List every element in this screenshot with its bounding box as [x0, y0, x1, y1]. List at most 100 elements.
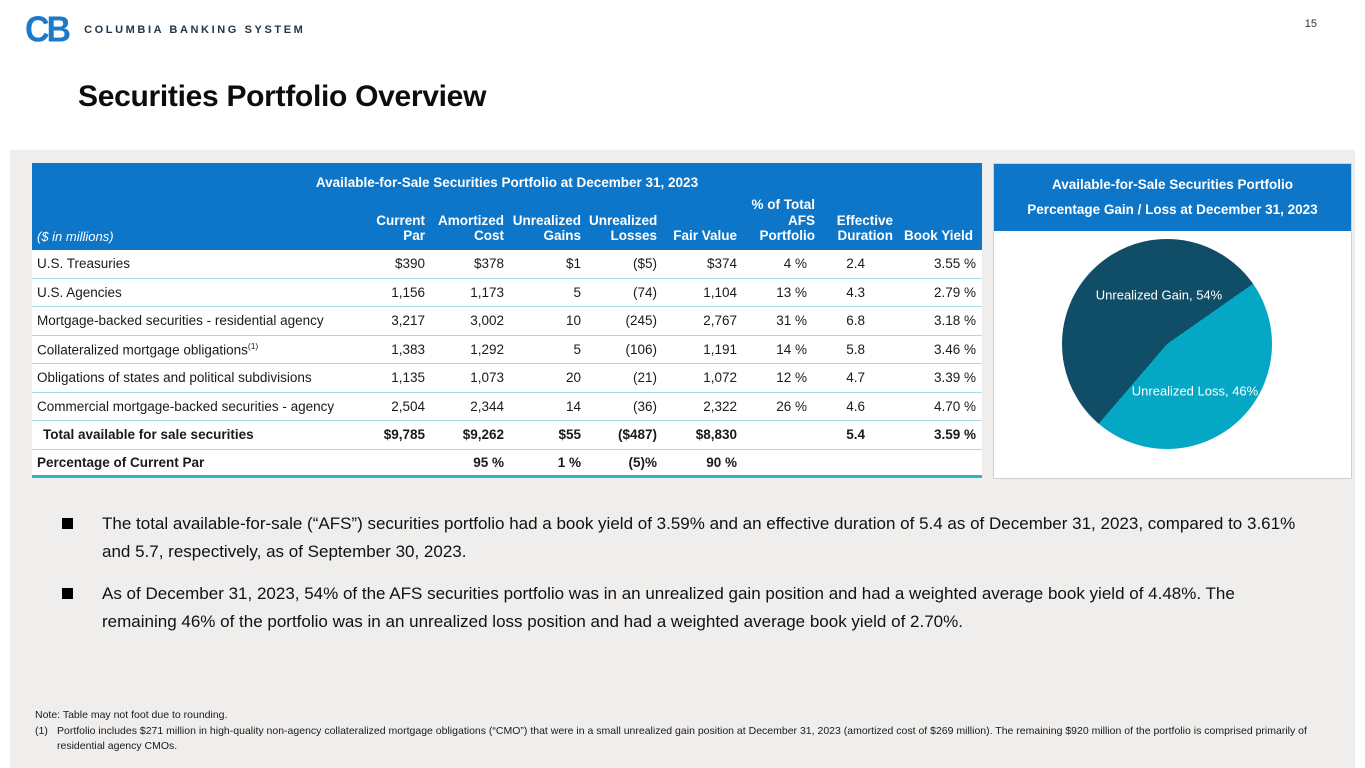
footnotes: Note: Table may not foot due to rounding… — [35, 708, 1325, 754]
table-cell: 3,217 — [391, 313, 425, 329]
table-cell: (106) — [625, 341, 657, 357]
table-cell: 2,767 — [703, 313, 737, 329]
table-cell: 31 % — [776, 313, 807, 329]
table-cell: 4 % — [783, 256, 807, 272]
table-cell: 1,135 — [391, 370, 425, 386]
table-cell: 3.18 % — [933, 313, 976, 329]
table-cell: (74) — [632, 284, 657, 300]
table-cell: 3.46 % — [933, 341, 976, 357]
table-cell: 4.7 — [846, 370, 865, 386]
table-cell: 3.55 % — [933, 256, 976, 272]
table-cell: 95 % — [473, 454, 504, 470]
row-label: Total available for sale securities — [43, 427, 254, 443]
table-cell: (36) — [632, 398, 657, 414]
table-cell: $378 — [473, 256, 504, 272]
table-cell: 5 — [573, 341, 581, 357]
row-label: Collateralized mortgage obligations(1) — [37, 341, 259, 358]
logo: CB COLUMBIA BANKING SYSTEM — [25, 10, 305, 50]
column-header: Unrealized Losses — [589, 212, 658, 244]
table-cell: $374 — [706, 256, 737, 272]
row-label: Commercial mortgage-backed securities - … — [37, 398, 335, 414]
table-cell: 1,292 — [470, 341, 504, 357]
table-body: U.S. Treasuries $390 $378 $1 ($5) $374 4 % 2.4 3… — [32, 250, 982, 478]
table-cell: ($487) — [617, 427, 657, 443]
table-cell: 3.59 % — [933, 427, 976, 443]
column-header: Unrealized Gains — [512, 212, 581, 244]
table-cell: 13 % — [776, 284, 807, 300]
table-row: U.S. Treasuries $390 $378 $1 ($5) $374 4 % 2.4 3… — [32, 250, 982, 279]
row-label: U.S. Agencies — [37, 284, 122, 300]
table-cell: 4.6 — [846, 398, 865, 414]
table-cell: $9,785 — [383, 427, 425, 443]
table-cell: 2,344 — [470, 398, 504, 414]
table-cell: (21) — [632, 370, 657, 386]
table-cell: $8,830 — [695, 427, 737, 443]
pie-label-unrealized-loss: Unrealized Loss, 46% — [1131, 383, 1259, 399]
pie-chart-title-line1: Available-for-Sale Securities Portfolio — [1051, 177, 1294, 192]
table-cell: 2.4 — [846, 256, 865, 272]
table-cell: 1,383 — [391, 341, 425, 357]
row-label: U.S. Treasuries — [37, 256, 131, 272]
footnote-1-text: Portfolio includes $271 million in high-… — [57, 724, 1307, 752]
bullet-list: The total available-for-sale (“AFS”) sec… — [62, 510, 1312, 650]
column-header: Current Par — [376, 212, 425, 244]
table-cell: 2,504 — [391, 398, 425, 414]
table-cell: 2.79 % — [933, 284, 976, 300]
table-cell: $55 — [558, 427, 581, 443]
table-cell: 1,072 — [703, 370, 737, 386]
table-cell: 4.3 — [846, 284, 865, 300]
row-label: Mortgage-backed securities - residential… — [37, 313, 324, 329]
table-cell: 1,104 — [703, 284, 737, 300]
table-cell: (5)% — [628, 454, 657, 470]
row-label: Obligations of states and political subd… — [37, 370, 312, 386]
footnote-note: Note: Table may not foot due to rounding… — [35, 709, 228, 721]
table-cell: 1,073 — [470, 370, 504, 386]
table-cell: $1 — [565, 256, 581, 272]
table-row: Percentage of Current Par 95 % 1 % (5)% 90 % — [32, 449, 982, 478]
table-column-header-row: ($ in millions) Current Par Amortized Cos… — [32, 197, 982, 250]
table-cell: 1 % — [557, 454, 581, 470]
table-cell: 20 — [565, 370, 581, 386]
table-cell: 90 % — [706, 454, 737, 470]
table-cell: 26 % — [776, 398, 807, 414]
securities-table-panel: Available-for-Sale Securities Portfolio … — [32, 163, 982, 478]
table-cell: $390 — [394, 256, 425, 272]
table-cell: 12 % — [776, 370, 807, 386]
pie-label-unrealized-gain: Unrealized Gain, 54% — [1095, 287, 1223, 303]
page-number: 15 — [1304, 18, 1317, 30]
table-title: Available-for-Sale Securities Portfolio … — [315, 175, 699, 190]
table-cell: 5 — [573, 284, 581, 300]
bullet-item: As of December 31, 2023, 54% of the AFS … — [62, 580, 1312, 635]
column-header: Fair Value — [673, 228, 737, 244]
table-row: Obligations of states and political subd… — [32, 364, 982, 393]
content-background: Available-for-Sale Securities Portfolio … — [10, 150, 1355, 768]
table-header: Available-for-Sale Securities Portfolio … — [32, 163, 982, 250]
column-header: Book Yield — [903, 228, 973, 244]
table-row: Commercial mortgage-backed securities - … — [32, 392, 982, 421]
pie-chart-panel: Available-for-Sale Securities Portfolio … — [993, 163, 1352, 479]
table-cell: 1,173 — [470, 284, 504, 300]
table-cell: 3.39 % — [933, 370, 976, 386]
column-header: Amortized Cost — [437, 212, 504, 244]
columbia-banking-logo-icon: CB — [25, 10, 71, 50]
table-cell: 3,002 — [470, 313, 504, 329]
table-units-label: ($ in millions) — [37, 229, 114, 244]
pie-chart-title-line2: Percentage Gain / Loss at December 31, 2… — [1027, 201, 1318, 217]
table-cell: ($5) — [632, 256, 657, 272]
footnote-1-marker: (1) — [35, 724, 48, 737]
table-row: Mortgage-backed securities - residential… — [32, 307, 982, 336]
table-cell: 1,156 — [391, 284, 425, 300]
table-cell: 14 — [565, 398, 581, 414]
table-row: Total available for sale securities $9,78… — [32, 421, 982, 450]
bullet-square-icon — [62, 518, 73, 529]
column-header: Effective Duration — [836, 212, 893, 244]
table-cell: 5.4 — [846, 427, 865, 443]
bullet-item: The total available-for-sale (“AFS”) sec… — [62, 510, 1312, 565]
row-label: Percentage of Current Par — [37, 454, 205, 470]
table-cell: (245) — [625, 313, 657, 329]
table-row: Collateralized mortgage obligations(1) 1,… — [32, 335, 982, 364]
table-cell: 1,191 — [703, 341, 737, 357]
table-cell: 6.8 — [846, 313, 865, 329]
table-cell: 4.70 % — [933, 398, 976, 414]
